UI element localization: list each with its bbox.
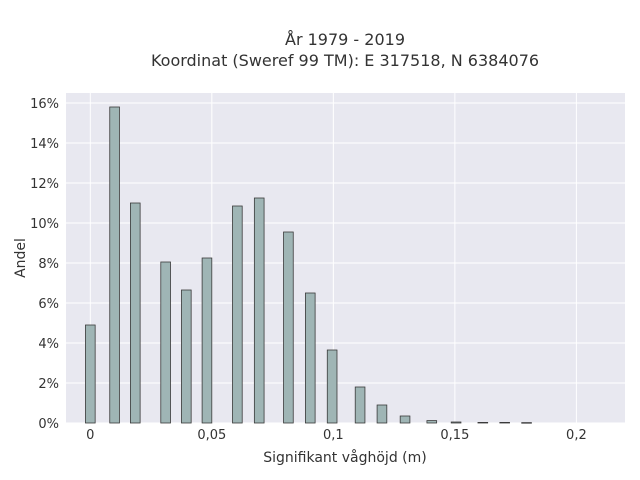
bar xyxy=(283,231,294,424)
bar xyxy=(376,404,388,424)
bars xyxy=(85,106,532,424)
bar xyxy=(304,292,316,424)
bar xyxy=(201,257,213,424)
x-tick-label: 0,05 xyxy=(197,428,226,443)
bar xyxy=(426,420,438,424)
y-tick-label: 4% xyxy=(38,337,59,352)
y-tick-label: 10% xyxy=(30,217,59,232)
bar xyxy=(181,289,192,424)
chart-title: År 1979 - 2019 xyxy=(285,30,405,49)
bar xyxy=(450,421,462,424)
x-tick-label: 0,15 xyxy=(440,428,469,443)
y-tick-label: 14% xyxy=(30,137,59,152)
chart-subtitle: Koordinat (Sweref 99 TM): E 317518, N 63… xyxy=(151,51,539,70)
x-tick-labels: 0 0,05 0,1 0,15 0,2 xyxy=(86,428,587,443)
y-tick-label: 12% xyxy=(30,177,59,192)
bar xyxy=(85,324,96,424)
y-tick-label: 0% xyxy=(38,417,59,432)
x-tick-label: 0,2 xyxy=(566,428,587,443)
bar xyxy=(354,386,366,424)
bar xyxy=(499,421,510,424)
y-tick-label: 8% xyxy=(38,257,59,272)
x-tick-label: 0 xyxy=(86,428,94,443)
bar xyxy=(160,261,171,424)
bar xyxy=(130,202,141,424)
bar xyxy=(253,197,265,424)
bar xyxy=(521,422,532,424)
bar xyxy=(477,421,489,424)
bar xyxy=(232,205,243,424)
y-axis-label: Andel xyxy=(13,238,29,278)
y-tick-label: 6% xyxy=(38,297,59,312)
plot-area xyxy=(66,93,625,423)
y-tick-label: 2% xyxy=(38,377,59,392)
y-tick-labels: 0% 2% 4% 6% 8% 10% 12% 14% 16% xyxy=(30,97,59,432)
bar xyxy=(326,349,338,424)
bar xyxy=(399,415,411,424)
x-tick-label: 0,1 xyxy=(323,428,344,443)
bar xyxy=(109,106,120,424)
x-axis-label: Signifikant våghöjd (m) xyxy=(263,449,426,466)
y-tick-label: 16% xyxy=(30,97,59,112)
